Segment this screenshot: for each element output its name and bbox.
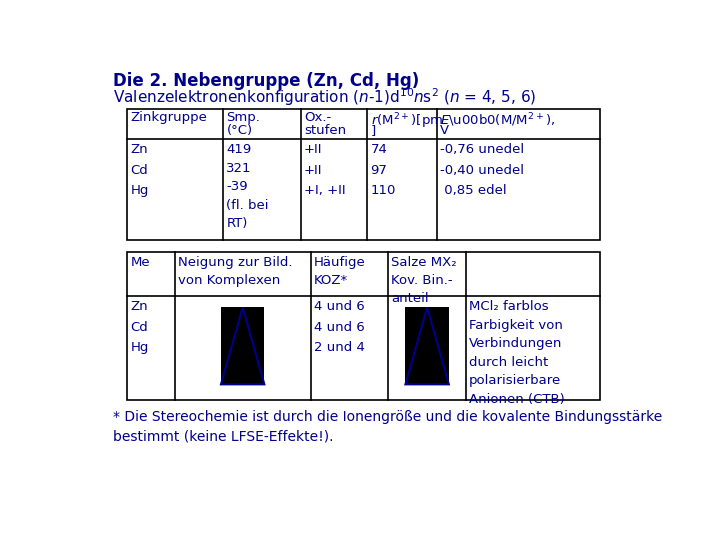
Text: MCl₂ farblos
Farbigkeit von
Verbindungen
durch leicht
polarisierbare
Anionen (CT: MCl₂ farblos Farbigkeit von Verbindungen…: [469, 300, 564, 406]
Text: Me: Me: [130, 256, 150, 269]
Text: V: V: [441, 124, 449, 137]
Text: Zn
Cd
Hg: Zn Cd Hg: [130, 300, 148, 354]
Text: 4 und 6
4 und 6
2 und 4: 4 und 6 4 und 6 2 und 4: [314, 300, 365, 354]
Text: Smp.: Smp.: [226, 111, 260, 124]
Text: stufen: stufen: [304, 124, 346, 137]
Text: Die 2. Nebengruppe (Zn, Cd, Hg): Die 2. Nebengruppe (Zn, Cd, Hg): [113, 72, 420, 91]
Bar: [221, 307, 264, 384]
Text: Salze MX₂
Kov. Bin.-
anteil: Salze MX₂ Kov. Bin.- anteil: [392, 256, 457, 305]
Text: ]: ]: [371, 124, 376, 137]
Text: Zn
Cd
Hg: Zn Cd Hg: [130, 143, 148, 197]
Text: 419
321
-39
(fl. bei
RT): 419 321 -39 (fl. bei RT): [226, 143, 269, 231]
Text: Valenzelektronenkonfiguration ($n$-1)d$^{10}$$n$s$^{2}$ ($n$ = 4, 5, 6): Valenzelektronenkonfiguration ($n$-1)d$^…: [113, 86, 536, 108]
Text: * Die Stereochemie ist durch die Ionengröße und die kovalente Bindungsstärke
bes: * Die Stereochemie ist durch die Ionengr…: [113, 410, 662, 443]
Bar: [405, 307, 449, 384]
Text: Neigung zur Bild.
von Komplexen: Neigung zur Bild. von Komplexen: [179, 256, 293, 287]
Bar: [127, 252, 600, 400]
Text: (°C): (°C): [226, 124, 253, 137]
Text: $E$\u00b0(M/M$^{2+}$),: $E$\u00b0(M/M$^{2+}$),: [441, 111, 556, 129]
Text: +II
+II
+I, +II: +II +II +I, +II: [304, 143, 346, 197]
Text: Ox.-: Ox.-: [304, 111, 331, 124]
Text: $r$(M$^{2+}$)[pm: $r$(M$^{2+}$)[pm: [371, 111, 443, 131]
Text: 74
97
110: 74 97 110: [371, 143, 396, 197]
Text: -0,76 unedel
-0,40 unedel
 0,85 edel: -0,76 unedel -0,40 unedel 0,85 edel: [441, 143, 524, 197]
Bar: [127, 109, 600, 240]
Text: Häufige
KOZ*: Häufige KOZ*: [314, 256, 366, 287]
Text: Zinkgruppe: Zinkgruppe: [130, 111, 207, 124]
